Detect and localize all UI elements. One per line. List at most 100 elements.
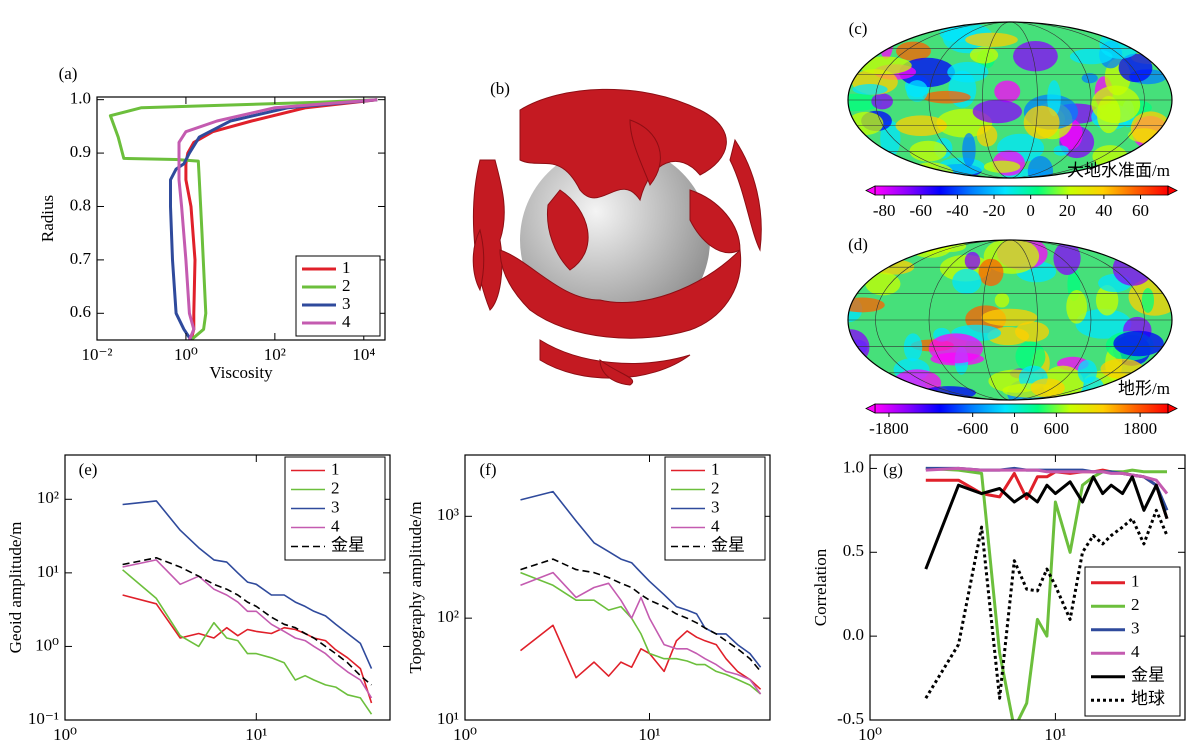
legend-label: 4 — [331, 516, 340, 535]
map-blob — [965, 32, 1018, 47]
y-tick-label: 10⁻¹ — [28, 709, 59, 728]
series-line — [520, 624, 762, 690]
map-blob — [1118, 53, 1153, 83]
map-blob — [1095, 285, 1119, 316]
colorbar-extend — [865, 185, 876, 196]
map-blob — [1153, 22, 1172, 37]
x-axis-title: Viscosity — [209, 363, 273, 382]
panel-b-image — [472, 88, 762, 386]
map-blob — [852, 84, 888, 95]
colorbar-tick-label: -1800 — [869, 419, 909, 438]
map-blob — [865, 272, 901, 296]
legend-label: 1 — [342, 258, 351, 277]
map-blob — [879, 23, 894, 60]
series-line — [184, 98, 378, 340]
legend-label: 3 — [1131, 619, 1140, 638]
panel-label: (d) — [848, 235, 868, 254]
axes-frame — [869, 454, 1186, 721]
panel-label: (a) — [59, 64, 78, 83]
x-tick-label: 10¹ — [245, 725, 267, 741]
axes-frame — [64, 454, 391, 721]
series-line — [169, 98, 378, 340]
colorbar-tick-label: -20 — [983, 201, 1006, 220]
y-tick-label: 10² — [437, 607, 459, 626]
colorbar-tick-label: 1800 — [1123, 419, 1157, 438]
x-tick-label: 10⁴ — [352, 345, 375, 364]
colorbar-tick-label: 40 — [1095, 201, 1112, 220]
map-blob — [928, 333, 983, 364]
map-blob — [866, 242, 883, 265]
colorbar-tick-label: 60 — [1132, 201, 1149, 220]
legend-label: 金星 — [711, 535, 745, 554]
series-line — [925, 466, 1167, 720]
map-blob — [871, 93, 893, 110]
y-tick-label: 10⁰ — [35, 635, 59, 654]
legend-box — [1084, 566, 1181, 717]
legend-label: 2 — [711, 478, 720, 497]
map-blob — [1096, 95, 1121, 134]
y-tick-label: 0.7 — [70, 249, 92, 268]
map-blob — [1027, 156, 1054, 178]
map-blob — [976, 124, 998, 147]
map-blob — [892, 369, 942, 397]
panel-label: (e) — [79, 460, 98, 479]
map-blob — [1023, 105, 1060, 140]
colorbar-tick-label: 600 — [1044, 419, 1070, 438]
map-blob — [969, 46, 999, 64]
map-outline — [847, 21, 1173, 179]
map-blob — [1013, 41, 1058, 72]
x-tick-label: 10⁰ — [53, 725, 77, 741]
colorbar-tick-label: -40 — [946, 201, 969, 220]
map-blob — [972, 99, 1022, 124]
y-tick-label: 10³ — [437, 505, 459, 524]
legend-label: 1 — [331, 459, 340, 478]
colorbar — [874, 403, 1169, 414]
legend-label: 1 — [711, 459, 720, 478]
map-blob — [983, 160, 1021, 173]
series-line — [520, 490, 762, 668]
map-blob — [1047, 80, 1061, 117]
y-tick-label: 1.0 — [70, 89, 91, 108]
legend-label: 2 — [331, 478, 340, 497]
y-tick-label: 0.8 — [70, 195, 91, 214]
colorbar-tick-label: -600 — [957, 419, 988, 438]
y-tick-label: 0.5 — [843, 541, 864, 560]
colorbar-tick-label: 0 — [1010, 419, 1019, 438]
map-outline — [847, 239, 1173, 401]
legend-label: 1 — [1131, 572, 1140, 591]
map-blob — [903, 333, 923, 362]
map-blob — [1015, 341, 1046, 372]
map-blob — [994, 292, 1010, 308]
colorbar-extend — [865, 403, 876, 414]
map-blob — [1141, 288, 1155, 313]
y-tick-label: -0.5 — [837, 709, 864, 728]
map-blob — [896, 41, 931, 61]
map-blob — [978, 258, 1004, 287]
series-line — [925, 466, 1169, 495]
legend-label: 金星 — [1131, 666, 1165, 685]
series-line — [177, 98, 378, 340]
legend-label: 金星 — [331, 535, 365, 554]
colorbar-extend — [1167, 185, 1178, 196]
map-blob — [1081, 73, 1098, 84]
map-blob — [899, 57, 956, 88]
series-line — [520, 571, 762, 695]
y-axis-title: Correlation — [811, 548, 830, 626]
colorbar-title: 地形/m — [1118, 379, 1170, 398]
x-tick-label: 10⁰ — [453, 725, 477, 741]
x-tick-label: 10¹ — [638, 725, 660, 741]
map-blob — [908, 162, 954, 178]
panel-label: (g) — [883, 460, 903, 479]
map-blob — [1069, 48, 1113, 65]
y-axis-title: Topography amplitude/m — [406, 501, 425, 673]
series-line — [924, 508, 1169, 700]
map-blob — [922, 90, 971, 104]
legend-label: 2 — [342, 276, 351, 295]
panel-label: (b) — [490, 79, 510, 98]
y-tick-label: 0.6 — [70, 302, 91, 321]
map-blob — [952, 268, 982, 295]
y-axis-title: Radius — [38, 195, 57, 242]
map-blob — [1077, 359, 1097, 384]
map-blob — [1130, 240, 1156, 262]
x-tick-label: 10⁰ — [174, 345, 198, 364]
